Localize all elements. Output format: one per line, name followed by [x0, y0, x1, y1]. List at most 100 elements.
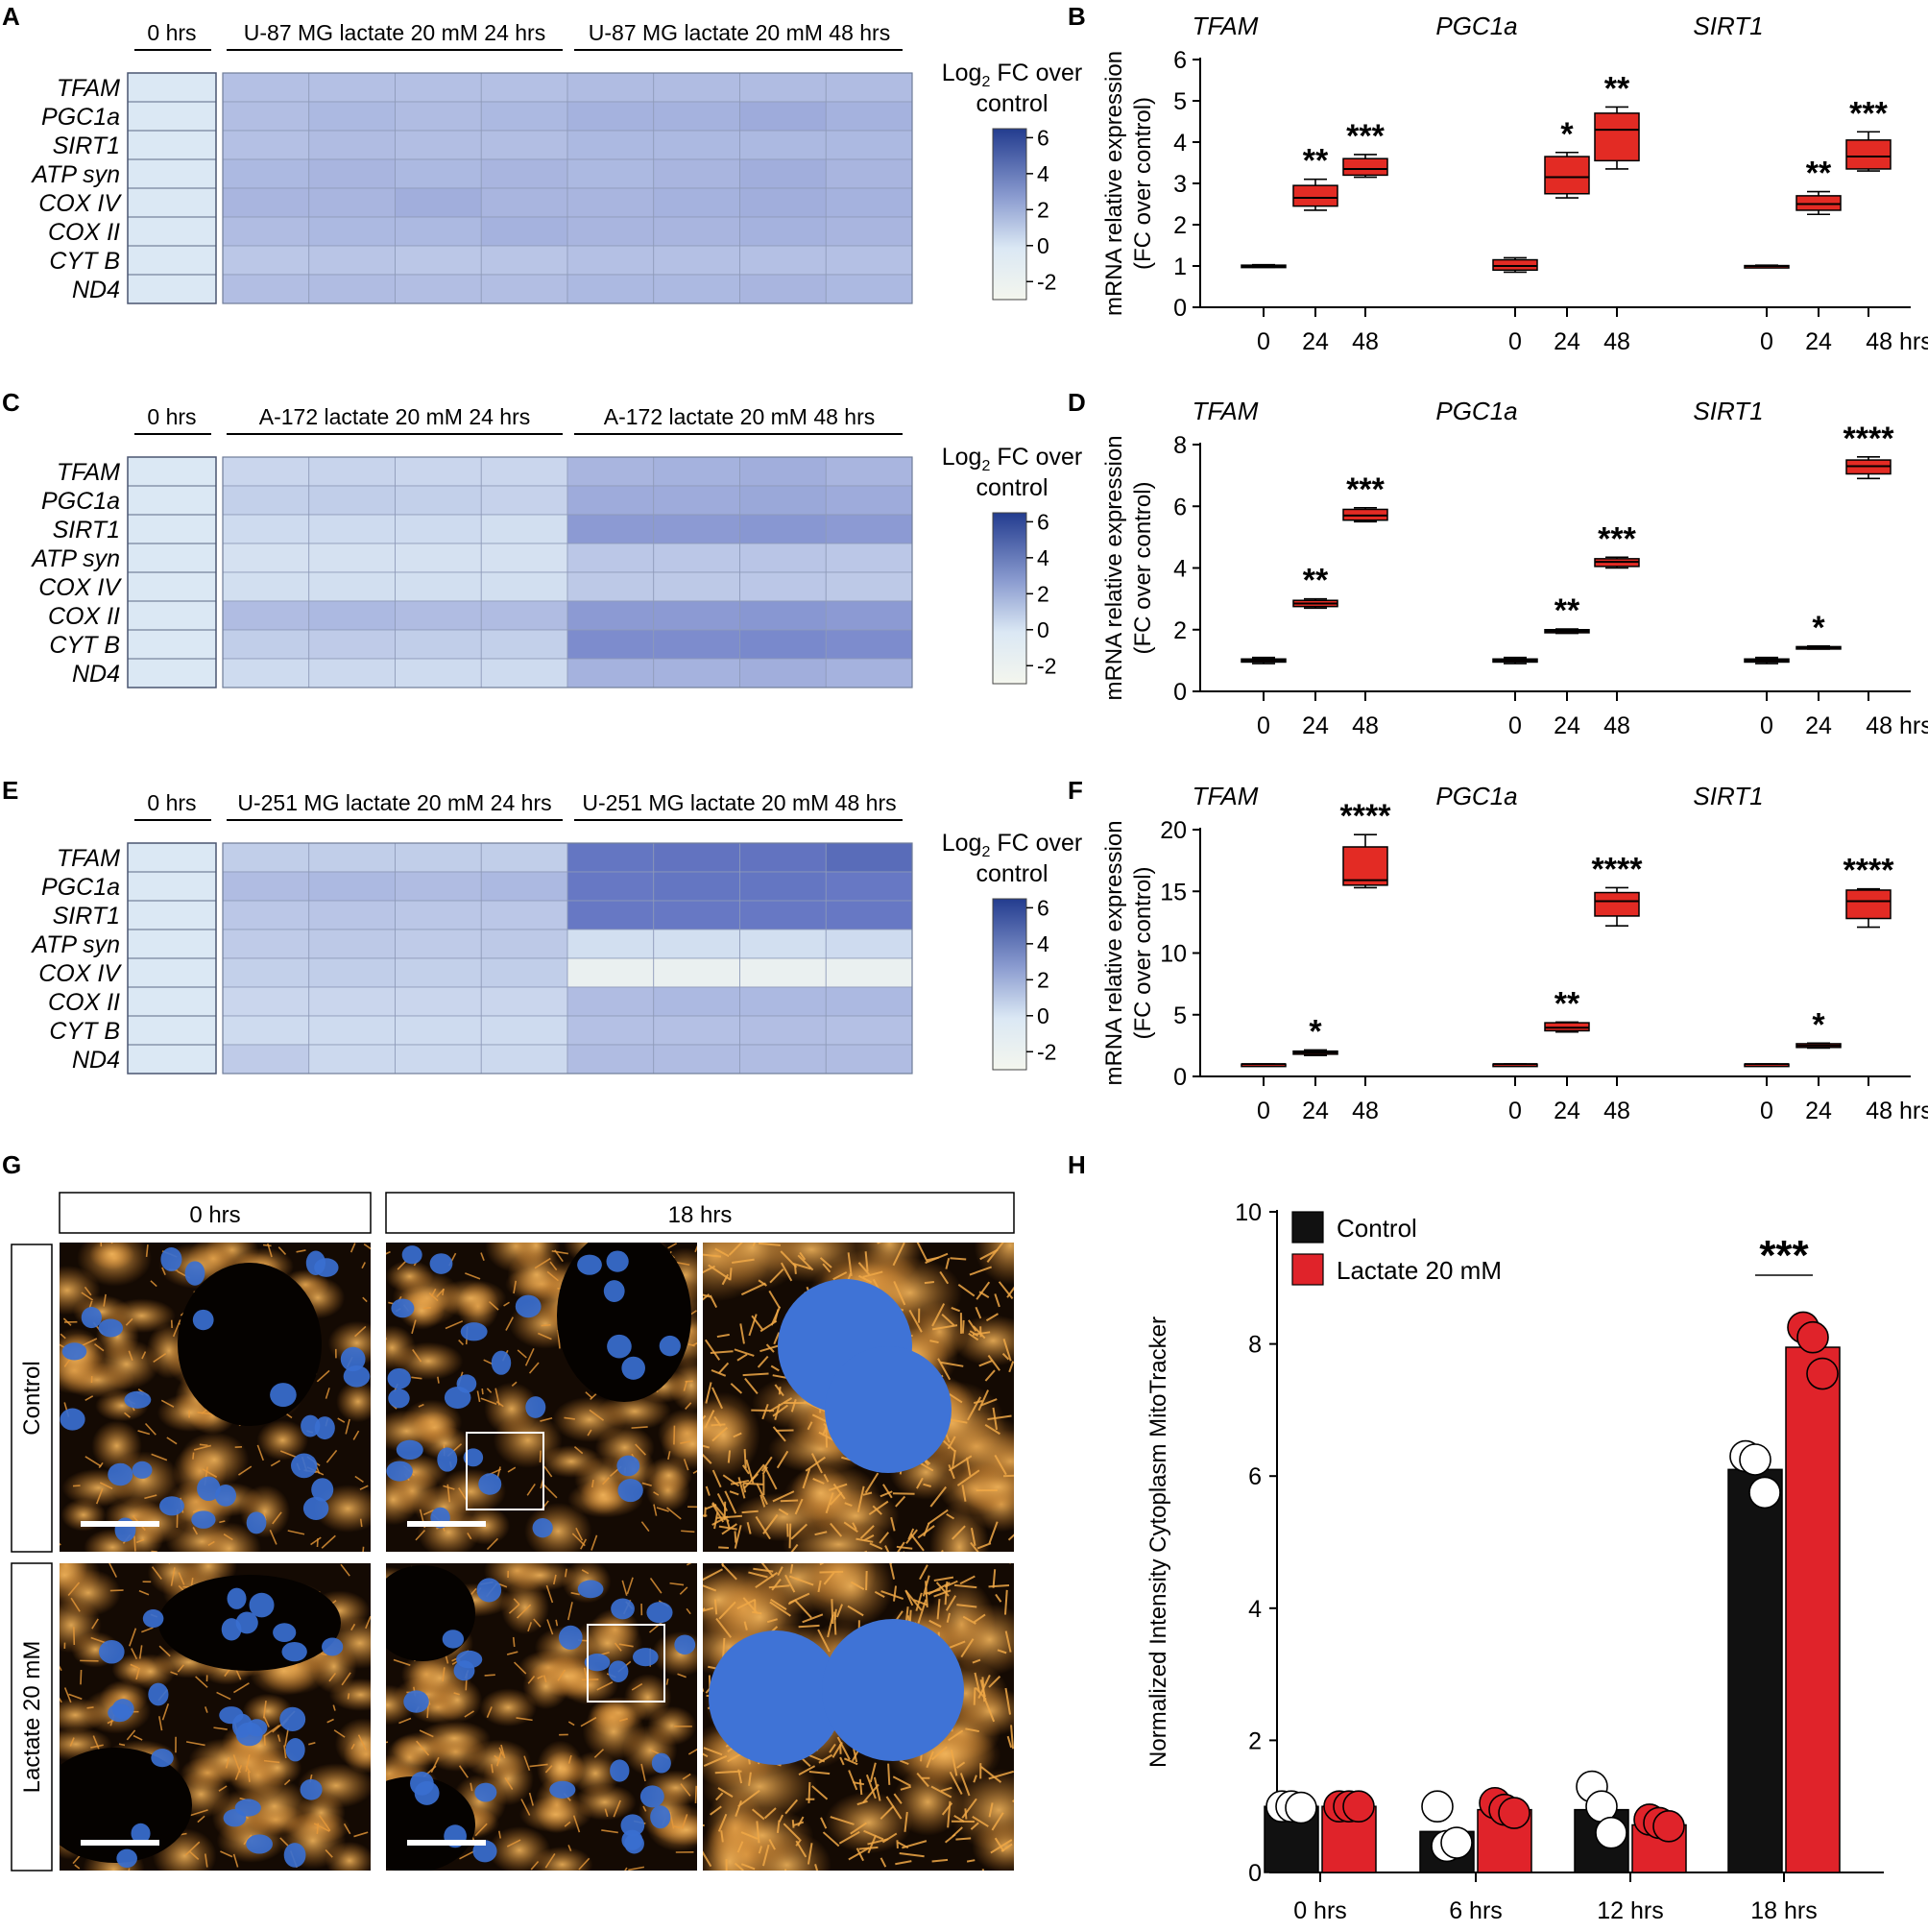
- data-point: [1739, 1443, 1771, 1476]
- heatmap-cell: [653, 514, 740, 544]
- heatmap-cell: [395, 216, 482, 247]
- mitochondria-glow: [386, 1473, 421, 1526]
- mitochondria-strand: [160, 1399, 175, 1408]
- mitochondria-strand: [202, 1468, 218, 1478]
- mitochondria-glow: [552, 1396, 627, 1442]
- mitochondria-strand: [909, 1533, 925, 1552]
- mitochondria-strand: [812, 1478, 825, 1485]
- mitochondria-strand: [362, 1296, 368, 1303]
- gene-label: ND4: [72, 1047, 120, 1074]
- mitochondria-strand: [144, 1494, 157, 1500]
- heatmap-cell: [739, 986, 827, 1017]
- mitochondria-strand: [798, 1765, 816, 1775]
- nucleus: [99, 1639, 125, 1664]
- heatmap-control-border: [127, 456, 217, 688]
- heatmap-cell: [825, 629, 913, 660]
- mitochondria-strand: [1012, 1799, 1014, 1803]
- heatmap-cell: [395, 187, 482, 218]
- heatmap-cell: [308, 187, 396, 218]
- heatmap-cell: [480, 842, 568, 873]
- mitochondria-strand: [752, 1243, 757, 1247]
- mitochondria-strand: [486, 1706, 493, 1719]
- heatmap-cell: [825, 929, 913, 959]
- heatmap-cell: [395, 600, 482, 631]
- nucleus: [577, 1254, 602, 1275]
- mitochondria-strand: [686, 1563, 692, 1566]
- nucleus: [273, 1623, 297, 1642]
- mitochondria-strand: [830, 1522, 843, 1537]
- gene-label: PGC1a: [41, 104, 120, 131]
- legend-title-log: Log: [942, 444, 982, 471]
- mitochondria-strand: [830, 1816, 855, 1825]
- mitochondria-strand: [758, 1243, 781, 1246]
- nucleus: [822, 1619, 964, 1761]
- y-tick-label: 3: [1173, 171, 1187, 198]
- mitochondria-strand: [416, 1740, 430, 1756]
- x-tick-label: 0: [1760, 712, 1773, 739]
- mitochondria-strand: [988, 1770, 1014, 1780]
- heatmap-cell: [480, 957, 568, 988]
- nucleus: [302, 1496, 329, 1520]
- mitochondria-strand: [494, 1388, 500, 1406]
- heatmap-cell: [480, 658, 568, 688]
- mitochondria-strand: [885, 1796, 903, 1820]
- nucleus: [279, 1706, 306, 1731]
- mitochondria-strand: [847, 1605, 864, 1617]
- nucleus: [401, 1245, 422, 1265]
- mitochondria-strand: [784, 1799, 799, 1815]
- mitochondria-strand: [843, 1757, 858, 1766]
- mitochondria-strand: [709, 1294, 718, 1309]
- mitochondria-strand: [178, 1572, 185, 1585]
- mitochondria-strand: [770, 1598, 787, 1610]
- mitochondria-strand: [204, 1853, 208, 1868]
- heatmap-control-cell: [127, 187, 217, 218]
- mitochondria-strand: [900, 1785, 912, 1791]
- heatmap-cell: [825, 1044, 913, 1075]
- mitochondria-strand: [264, 1725, 280, 1737]
- mitochondria-strand: [109, 1589, 124, 1592]
- mitochondria-strand: [748, 1571, 768, 1579]
- legend-label-control: Control: [1337, 1214, 1417, 1243]
- mitochondria-strand: [145, 1244, 149, 1258]
- mitochondria-strand: [770, 1364, 780, 1372]
- significance-marker: ****: [1844, 421, 1895, 457]
- y-tick-label: 5: [1173, 1002, 1187, 1029]
- mitochondria-strand: [1000, 1843, 1013, 1852]
- nucleus: [283, 1843, 306, 1868]
- mitochondria-strand: [507, 1466, 517, 1473]
- heatmap-cell: [222, 72, 310, 103]
- mitochondria-strand: [279, 1837, 289, 1847]
- mitochondria-strand: [969, 1266, 992, 1276]
- legend-title-suffix: FC over: [990, 60, 1082, 86]
- heatmap-cell: [739, 130, 827, 160]
- gene-title: PGC1a: [1435, 782, 1517, 810]
- nucleus: [142, 1609, 164, 1629]
- mitochondria-strand: [133, 1734, 143, 1741]
- mitochondria-strand: [795, 1839, 802, 1847]
- mitochondria-strand: [713, 1599, 718, 1615]
- mitochondria-strand: [790, 1523, 808, 1540]
- mitochondria-strand: [831, 1741, 843, 1758]
- mitochondria-strand: [144, 1422, 157, 1436]
- panel-letter-h: H: [1068, 1150, 1086, 1179]
- mitochondria-strand: [153, 1352, 167, 1364]
- mitochondria-strand: [207, 1540, 215, 1547]
- mitochondria-strand: [949, 1771, 963, 1795]
- mitochondria-strand: [69, 1737, 75, 1747]
- mitochondria-strand: [436, 1288, 445, 1298]
- mitochondria-strand: [1004, 1687, 1011, 1715]
- mitochondria-strand: [949, 1392, 963, 1404]
- heatmap-cell: [222, 871, 310, 902]
- mitochondria-strand: [721, 1563, 737, 1581]
- mitochondria-strand: [337, 1417, 346, 1423]
- mitochondria-strand: [593, 1749, 605, 1758]
- mitochondria-strand: [653, 1491, 660, 1496]
- mitochondria-strand: [192, 1527, 199, 1535]
- mitochondria-strand: [476, 1390, 481, 1403]
- mitochondria-strand: [523, 1755, 531, 1772]
- mitochondria-strand: [467, 1533, 472, 1540]
- heatmap-cell: [653, 456, 740, 487]
- mitochondria-strand: [70, 1597, 81, 1612]
- mitochondria-strand: [703, 1850, 712, 1868]
- mitochondria-strand: [343, 1823, 351, 1835]
